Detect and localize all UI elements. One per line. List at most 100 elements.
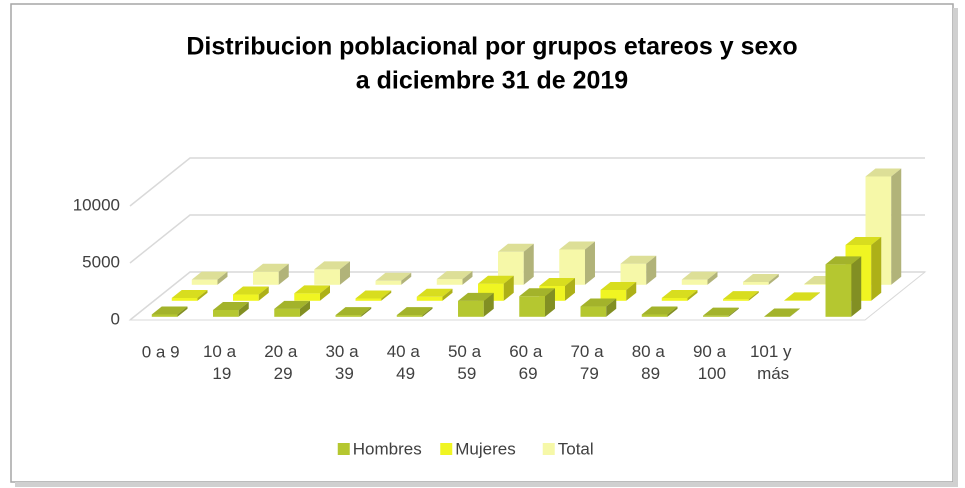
bar-front xyxy=(436,279,463,285)
bar-front xyxy=(661,297,688,301)
bar-side xyxy=(401,272,412,285)
x-tick-label: 20 a 29 xyxy=(264,342,302,383)
legend-label: Total xyxy=(558,439,594,458)
bar-top xyxy=(764,308,800,317)
bar xyxy=(743,273,779,285)
bar-front xyxy=(253,271,279,285)
bar-front xyxy=(171,297,198,301)
bar-side xyxy=(667,306,678,317)
bar xyxy=(213,301,249,317)
bar-top xyxy=(519,288,555,297)
chart-title: a diciembre 31 de 2019 xyxy=(356,67,628,95)
bar-side xyxy=(707,271,718,285)
bar-top xyxy=(620,255,657,264)
bar-side xyxy=(768,273,779,285)
x-tick-label: 60 a 69 xyxy=(509,342,547,383)
bar-side xyxy=(462,271,473,285)
x-tick-label: 30 a 39 xyxy=(325,342,363,383)
bar-top xyxy=(641,306,678,315)
bar-top xyxy=(314,261,350,270)
bar xyxy=(723,291,759,301)
bar-front xyxy=(191,279,218,285)
bar xyxy=(825,256,862,317)
bar xyxy=(519,288,555,317)
bar xyxy=(233,286,269,301)
bar-front xyxy=(620,263,647,285)
bar-front xyxy=(416,296,443,301)
legend-swatch xyxy=(337,443,350,455)
chart-title: Distribucion poblacional por grupos etar… xyxy=(186,33,797,61)
bar-top xyxy=(294,285,330,294)
bar-side xyxy=(809,292,820,301)
bar-top xyxy=(213,301,249,310)
bar-front xyxy=(355,298,382,301)
bar-top xyxy=(274,300,310,309)
bar-front xyxy=(743,281,769,285)
bar-top xyxy=(825,256,862,265)
x-tick-label: 40 a 49 xyxy=(387,342,425,383)
bar-top xyxy=(151,306,188,315)
bar xyxy=(314,261,350,285)
bar-top xyxy=(784,292,820,301)
bar-front xyxy=(151,314,178,317)
bar-side xyxy=(606,298,617,317)
bar xyxy=(436,271,473,285)
bar-side xyxy=(238,301,249,317)
bar-top xyxy=(661,289,698,298)
bar xyxy=(681,271,718,285)
bar xyxy=(355,290,392,301)
bar-side xyxy=(258,286,269,301)
bar-side xyxy=(503,275,514,301)
bar-front xyxy=(233,294,259,301)
bar-top xyxy=(375,272,412,281)
bar-side xyxy=(748,291,759,301)
bar-side xyxy=(483,292,494,317)
bar xyxy=(478,275,514,301)
bar xyxy=(600,281,637,301)
bar-top xyxy=(723,291,759,300)
bar xyxy=(151,306,188,317)
bar-top xyxy=(498,243,534,252)
bar-side xyxy=(278,263,289,285)
bar-top xyxy=(478,275,514,284)
x-tick-label: 101 y más xyxy=(750,342,796,383)
bar-top xyxy=(253,263,289,272)
bar-front xyxy=(314,269,340,285)
bar-front xyxy=(375,280,402,285)
bar-front xyxy=(213,309,239,317)
bar-front xyxy=(600,289,627,301)
grid-line xyxy=(129,214,925,264)
bar xyxy=(458,292,494,317)
frame-shadow xyxy=(953,8,958,485)
bar-top xyxy=(396,307,433,316)
bar-front xyxy=(458,300,484,317)
legend-swatch xyxy=(542,443,555,455)
bar xyxy=(661,289,698,301)
bar-side xyxy=(871,236,882,301)
bar-side xyxy=(177,306,188,317)
bar-top xyxy=(865,168,902,177)
bar-top xyxy=(580,298,617,307)
bar-side xyxy=(544,288,555,317)
x-tick-label: 80 a 89 xyxy=(632,342,670,383)
bar-side xyxy=(381,290,392,301)
bar-top xyxy=(703,307,739,316)
bar-top xyxy=(416,288,453,297)
bar-top xyxy=(233,286,269,295)
bar-side xyxy=(584,241,595,285)
bar xyxy=(396,307,433,317)
frame-shadow xyxy=(15,482,958,487)
bar-side xyxy=(891,168,902,285)
bar-side xyxy=(217,271,228,285)
bar-top xyxy=(743,273,779,282)
bar xyxy=(620,255,657,285)
bar xyxy=(580,298,617,317)
bar-side xyxy=(789,308,800,317)
bar-front xyxy=(825,264,852,317)
bar-front xyxy=(274,308,300,317)
bar xyxy=(294,285,330,301)
bar-front xyxy=(519,296,545,317)
x-tick-label: 70 a 79 xyxy=(570,342,608,383)
bar-front xyxy=(580,306,607,317)
